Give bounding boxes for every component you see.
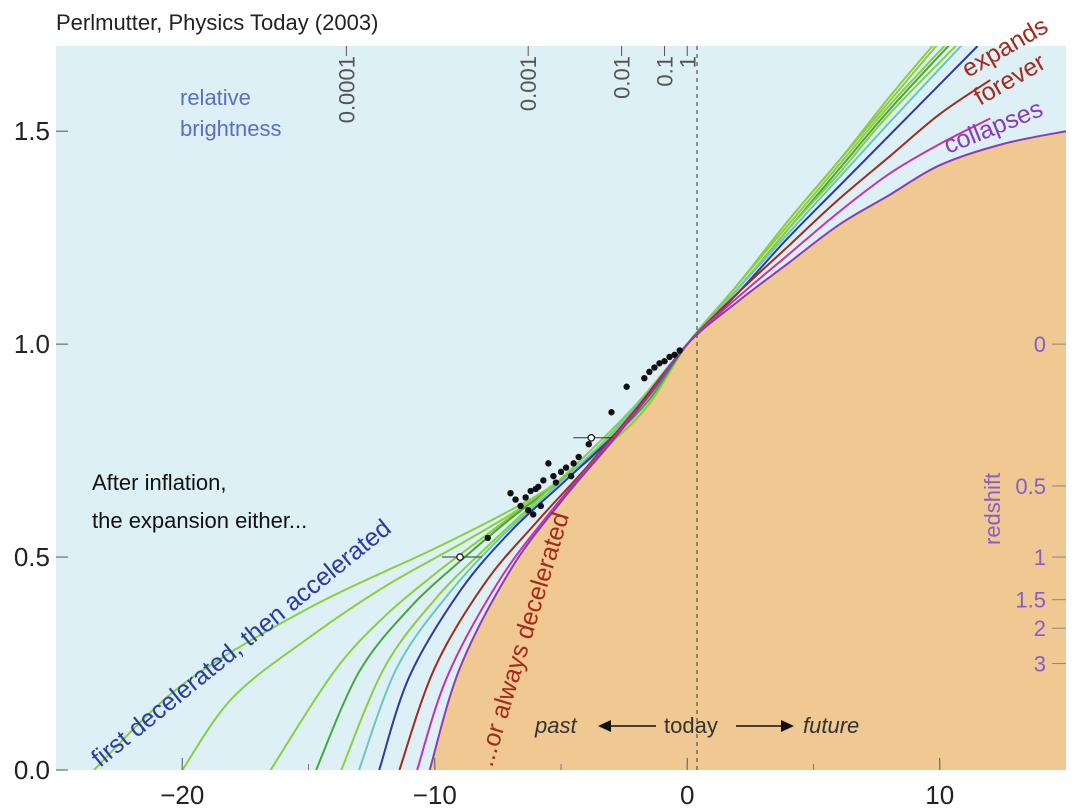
- tan-region: [429, 131, 1066, 770]
- y-tick-label: 1.0: [14, 329, 50, 359]
- supernova-point: [537, 502, 544, 510]
- future-arrowhead: [781, 720, 794, 732]
- brightness-tick-label: 0.01: [610, 56, 635, 99]
- supernova-point: [661, 357, 668, 365]
- future-label: future: [803, 713, 859, 738]
- supernova-point: [507, 489, 514, 497]
- supernova-point: [656, 360, 663, 367]
- x-tick-label: 10: [925, 780, 954, 810]
- redshift-tick-label: 3: [1034, 652, 1046, 677]
- supernova-point: [641, 374, 648, 382]
- supernova-point: [562, 464, 570, 471]
- y-ticks: 0.0 0.5 1.0 1.5: [14, 116, 68, 785]
- brightness-tick-label: 1: [675, 56, 700, 68]
- brightness-tick-label: 0.001: [516, 56, 541, 111]
- supernova-point: [530, 511, 537, 518]
- explanation-line-2: the expansion either...: [92, 508, 307, 533]
- supernova-point: [575, 453, 582, 461]
- y-tick-label: 0.0: [14, 755, 50, 785]
- supernova-point: [570, 460, 577, 467]
- supernova-point: [512, 496, 519, 503]
- supernova-point: [552, 479, 560, 486]
- redshift-tick-label: 0: [1034, 332, 1046, 357]
- supernova-point: [557, 468, 565, 476]
- expansion-curve-10: [428, 130, 1066, 770]
- redshift-tick-label: 0.5: [1015, 474, 1046, 499]
- redshift-tick-label: 2: [1034, 616, 1046, 641]
- supernova-point: [524, 507, 532, 514]
- credit-label: Perlmutter, Physics Today (2003): [56, 10, 378, 35]
- redshift-tick-label: 1.5: [1015, 588, 1046, 613]
- brightness-ticks: 0.0001 0.001 0.01 0.11: [334, 46, 700, 123]
- supernova-point: [666, 353, 673, 361]
- past-label: past: [534, 713, 577, 738]
- supernova-point: [608, 409, 615, 416]
- supernova-point: [540, 477, 547, 484]
- supernova-point: [567, 472, 575, 480]
- explanation-line-1: After inflation,: [92, 470, 227, 495]
- supernova-point: [671, 351, 678, 358]
- supernova-open-point: [587, 434, 596, 442]
- supernova-point: [623, 383, 630, 390]
- redshift-label: redshift: [980, 473, 1005, 545]
- supernova-point: [517, 502, 524, 510]
- supernova-point: [646, 368, 653, 375]
- plot-background: [56, 46, 1066, 770]
- relative-brightness-label-1: relative: [180, 85, 251, 110]
- expansion-curve-3: [269, 46, 946, 770]
- x-tick-label: 0: [680, 780, 694, 810]
- supernova-point: [585, 441, 592, 448]
- supernova-point: [484, 534, 491, 542]
- x-tick-label: −10: [413, 780, 457, 810]
- supernova-point: [522, 494, 529, 501]
- redshift-ticks: 0 0.5 1 1.5 2 3: [1015, 332, 1066, 677]
- supernova-point: [527, 487, 534, 495]
- x-tick-label: −20: [160, 780, 204, 810]
- brightness-tick-label: 0.1: [653, 56, 678, 87]
- supernova-point: [676, 347, 683, 354]
- supernova-point: [550, 472, 557, 480]
- expansion-curve-5: [340, 46, 958, 770]
- supernova-point: [532, 485, 539, 493]
- relative-brightness-label-2: brightness: [180, 116, 282, 141]
- today-label: today: [664, 713, 718, 738]
- x-ticks: −20 −10 0 10: [160, 758, 954, 810]
- supernova-point: [651, 364, 658, 371]
- supernova-point: [545, 460, 552, 467]
- y-tick-label: 1.5: [14, 116, 50, 146]
- past-arrowhead: [598, 720, 611, 732]
- supernova-open-point: [456, 553, 464, 561]
- supernova-points: [442, 347, 683, 561]
- brightness-tick-label: 0.0001: [334, 56, 359, 123]
- redshift-tick-label: 1: [1034, 545, 1046, 570]
- y-tick-label: 0.5: [14, 542, 50, 572]
